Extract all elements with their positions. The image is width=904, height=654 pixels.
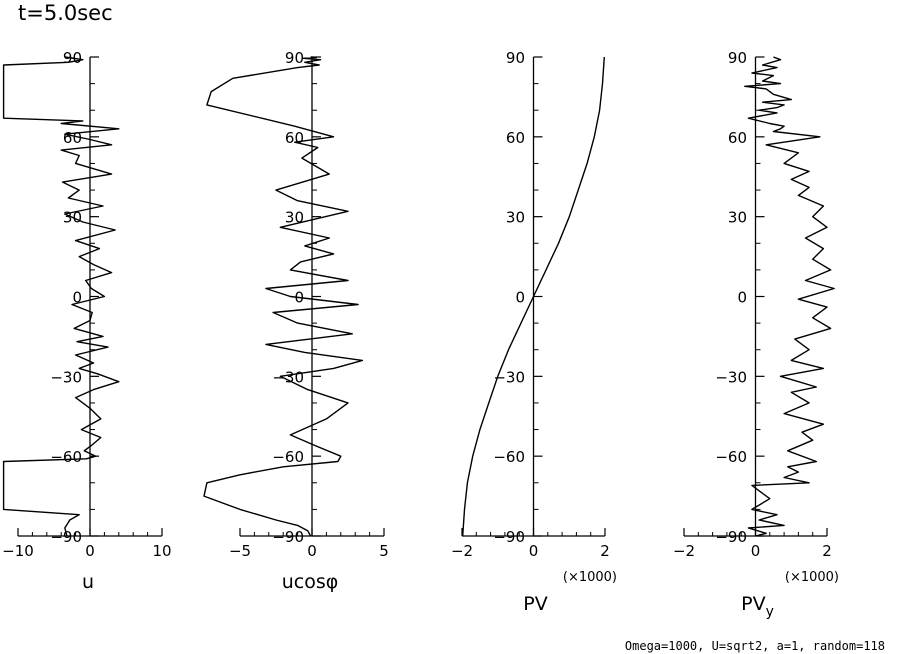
x-tick-label: −2 [451,542,473,560]
y-tick-label: 90 [506,49,525,67]
x-tick-label: 0 [529,542,539,560]
x-axis-title: PV [523,593,547,615]
x-tick-label: 0 [751,542,761,560]
y-tick-label: 0 [72,289,82,307]
x-tick-label: 2 [600,542,610,560]
panel-pvy: −2 0 2 90 60 30 0 −30 −60 −90 (×1000) PVy [673,49,839,620]
y-tick-label: −60 [493,448,525,466]
scale-note: (×1000) [785,570,839,585]
panel-pv: −2 0 2 90 60 30 0 −30 −60 −90 (×1000) PV [451,49,617,615]
series-line-ucos [203,56,364,537]
footer-parameters: Omega=1000, U=sqrt2, a=1, random=118 [625,639,885,653]
y-tick-label: 60 [728,129,747,147]
x-tick-label: 0 [85,542,95,560]
x-tick-label: 0 [307,542,317,560]
y-tick-label: −30 [493,368,525,386]
x-axis-title-subscript: y [766,604,774,620]
y-tick-label: 90 [728,49,747,67]
series-line-pv [462,56,605,537]
y-tick-label: −90 [50,528,82,546]
x-tick-label: 10 [152,542,171,560]
y-tick-label: 90 [285,49,304,67]
y-tick-label: −30 [272,368,304,386]
x-axis-title: PVy [741,593,774,620]
x-tick-label: 2 [822,542,832,560]
y-tick-label: −90 [272,528,304,546]
panels: −10 0 10 90 60 30 0 −30 −60 −90 u −5 0 5 90 60 30 0 −30 −60… [2,49,839,620]
series-line-u [2,56,120,537]
series-line-pvy [744,56,835,537]
y-tick-label: −60 [50,448,82,466]
x-axis-title: ucosφ [282,571,339,593]
y-tick-label: −30 [715,368,747,386]
y-tick-label: 0 [515,289,525,307]
y-tick-label: −90 [493,528,525,546]
figure-title: t=5.0sec [18,1,113,25]
scale-note: (×1000) [563,570,617,585]
x-tick-label: −10 [2,542,34,560]
y-tick-label: 0 [737,289,747,307]
x-tick-label: 5 [379,542,389,560]
x-tick-label: −2 [673,542,695,560]
y-tick-label: 30 [728,209,747,227]
x-tick-label: −5 [229,542,251,560]
y-tick-label: −30 [50,368,82,386]
x-axis-title: u [82,571,94,593]
y-tick-label: −90 [715,528,747,546]
y-tick-label: −60 [715,448,747,466]
y-tick-label: 60 [285,129,304,147]
y-tick-label: 60 [506,129,525,147]
y-tick-label: 30 [506,209,525,227]
y-tick-label: −60 [272,448,304,466]
